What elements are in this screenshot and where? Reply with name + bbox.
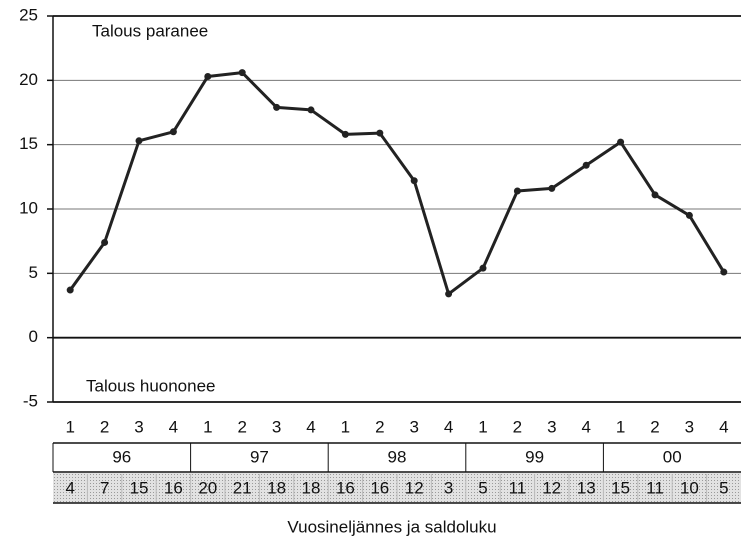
data-point — [169, 128, 177, 136]
x-axis-label: Vuosineljännes ja saldoluku — [287, 517, 496, 536]
data-point — [135, 137, 143, 145]
y-tick-label: 5 — [29, 263, 38, 282]
x-tick-label: 4 — [581, 417, 590, 436]
group-label: 00 — [663, 447, 682, 466]
data-point — [513, 187, 521, 195]
y-tick-label: 20 — [19, 70, 38, 89]
data-point — [376, 129, 384, 137]
value-label: 11 — [509, 478, 527, 497]
value-label: 15 — [130, 478, 149, 497]
x-tick-label: 2 — [100, 417, 109, 436]
x-tick-label: 2 — [513, 417, 522, 436]
value-label: 12 — [405, 478, 424, 497]
data-point — [238, 69, 246, 77]
y-tick-label: 25 — [19, 5, 38, 24]
data-point — [341, 130, 349, 138]
data-point — [651, 191, 659, 199]
x-tick-label: 4 — [444, 417, 453, 436]
data-point — [548, 184, 556, 192]
value-label: 10 — [680, 478, 699, 497]
y-tick-label: 15 — [19, 134, 38, 153]
value-label: 16 — [336, 478, 355, 497]
value-label: 7 — [100, 478, 109, 497]
group-label: 98 — [388, 447, 407, 466]
data-point — [307, 106, 315, 114]
value-label: 18 — [267, 478, 286, 497]
data-point — [479, 264, 487, 272]
data-point — [204, 72, 212, 80]
data-point — [273, 103, 281, 111]
value-label: 20 — [198, 478, 217, 497]
y-tick-label: 0 — [29, 327, 38, 346]
value-label: 4 — [65, 478, 74, 497]
x-tick-label: 2 — [650, 417, 659, 436]
data-point — [101, 238, 109, 246]
data-point — [410, 177, 418, 185]
annotation: Talous huononee — [86, 376, 216, 395]
x-tick-label: 2 — [237, 417, 246, 436]
data-point — [617, 138, 625, 146]
x-tick-label: 3 — [685, 417, 694, 436]
data-point — [445, 290, 453, 298]
data-point — [582, 161, 590, 169]
data-point — [685, 211, 693, 219]
group-label: 99 — [525, 447, 544, 466]
x-tick-label: 1 — [65, 417, 74, 436]
value-label: 5 — [719, 478, 728, 497]
value-label: 13 — [577, 478, 596, 497]
group-label: 97 — [250, 447, 269, 466]
data-line — [68, 71, 726, 296]
x-tick-label: 1 — [478, 417, 487, 436]
x-tick-label: 4 — [719, 417, 728, 436]
x-tick-label: 4 — [169, 417, 178, 436]
x-tick-label: 1 — [341, 417, 350, 436]
x-tick-label: 3 — [409, 417, 418, 436]
value-label: 16 — [164, 478, 183, 497]
x-tick-label: 1 — [616, 417, 625, 436]
value-label: 11 — [646, 478, 664, 497]
x-tick-label: 2 — [375, 417, 384, 436]
value-label: 21 — [233, 478, 252, 497]
value-label: 15 — [611, 478, 630, 497]
value-label: 5 — [478, 478, 487, 497]
x-tick-label: 1 — [203, 417, 212, 436]
y-tick-label: 10 — [19, 198, 38, 217]
x-tick-label: 3 — [272, 417, 281, 436]
y-tick-label: -5 — [23, 391, 38, 410]
annotation: Talous paranee — [92, 21, 208, 40]
x-tick-label: 3 — [134, 417, 143, 436]
group-label: 96 — [112, 447, 131, 466]
value-label: 18 — [302, 478, 321, 497]
value-label: 3 — [444, 478, 453, 497]
x-tick-label: 3 — [547, 417, 556, 436]
value-label: 16 — [370, 478, 389, 497]
data-point — [720, 268, 728, 276]
value-label: 12 — [542, 478, 561, 497]
x-tick-label: 4 — [306, 417, 315, 436]
data-point — [66, 286, 74, 294]
